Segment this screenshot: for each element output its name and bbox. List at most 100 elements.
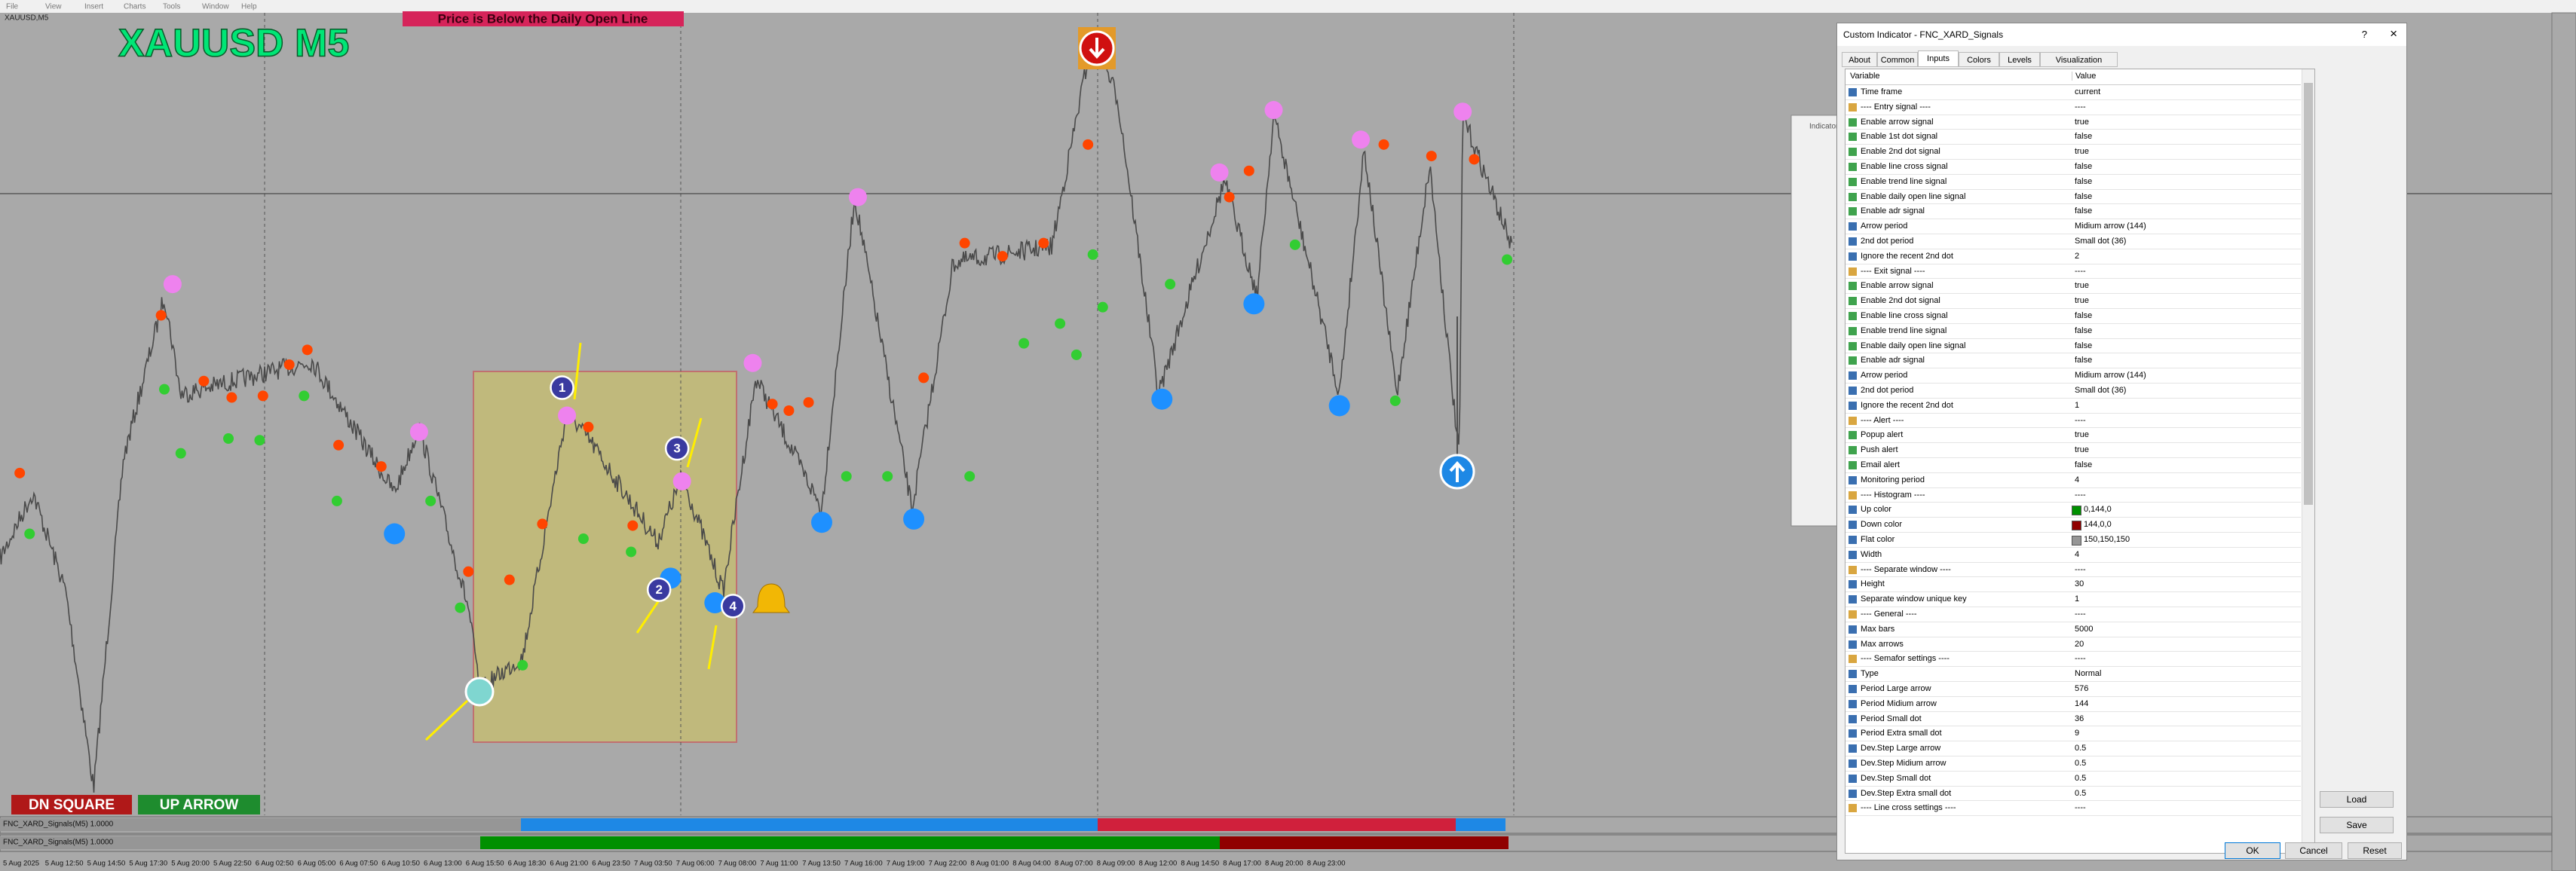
table-row[interactable]: Enable trend line signal false bbox=[1845, 175, 2301, 190]
menu-item[interactable]: Help bbox=[241, 3, 257, 11]
tab[interactable]: Visualization bbox=[2040, 52, 2118, 67]
variable-name: Separate window unique key bbox=[1861, 594, 1967, 604]
table-row[interactable]: ---- Semafor settings ---- ---- bbox=[1845, 652, 2301, 668]
signal-dot bbox=[257, 390, 268, 402]
ok-button[interactable]: OK bbox=[2225, 842, 2280, 859]
signal-dot bbox=[504, 574, 515, 585]
table-row[interactable]: Push alert true bbox=[1845, 443, 2301, 458]
variable-name: Max arrows bbox=[1861, 639, 1904, 649]
table-row[interactable]: Enable adr signal false bbox=[1845, 204, 2301, 220]
table-row[interactable]: Up color 0,144,0 bbox=[1845, 503, 2301, 518]
table-row[interactable]: Period Extra small dot 9 bbox=[1845, 726, 2301, 742]
table-row[interactable]: Max bars 5000 bbox=[1845, 622, 2301, 637]
time-label: 7 Aug 22:00 bbox=[929, 860, 967, 868]
signal-dot bbox=[803, 397, 814, 408]
table-row[interactable]: Time frame current bbox=[1845, 85, 2301, 100]
table-row[interactable]: Enable arrow signal true bbox=[1845, 115, 2301, 130]
time-label: 7 Aug 19:00 bbox=[887, 860, 925, 868]
tab[interactable]: About bbox=[1842, 52, 1877, 67]
table-row[interactable]: Dev.Step Midium arrow 0.5 bbox=[1845, 756, 2301, 772]
signal-dot bbox=[24, 528, 35, 539]
table-row[interactable]: Enable line cross signal false bbox=[1845, 309, 2301, 324]
tab[interactable]: Colors bbox=[1959, 52, 1999, 67]
menu-item[interactable]: File bbox=[6, 3, 19, 11]
save-button[interactable]: Save bbox=[2320, 817, 2394, 833]
table-row[interactable]: ---- Entry signal ---- ---- bbox=[1845, 100, 2301, 115]
time-label: 7 Aug 11:00 bbox=[760, 860, 798, 868]
menu-item[interactable]: Window bbox=[202, 3, 229, 11]
variable-value: 144 bbox=[2075, 698, 2089, 708]
variable-value: false bbox=[2075, 191, 2093, 201]
menu-item[interactable]: View bbox=[45, 3, 62, 11]
variable-value: ---- bbox=[2075, 654, 2086, 664]
close-button[interactable]: × bbox=[2390, 26, 2397, 41]
table-row[interactable]: Enable adr signal false bbox=[1845, 353, 2301, 369]
row-icon bbox=[1849, 102, 1857, 112]
variable-value: current bbox=[2075, 87, 2101, 96]
signal-dot bbox=[1243, 293, 1265, 315]
help-button[interactable]: ? bbox=[2361, 29, 2367, 40]
table-row[interactable]: 2nd dot period Small dot (36) bbox=[1845, 384, 2301, 399]
table-row[interactable]: Ignore the recent 2nd dot 1 bbox=[1845, 399, 2301, 414]
table-row[interactable]: Enable arrow signal true bbox=[1845, 279, 2301, 295]
badge: UP ARROW bbox=[160, 797, 239, 813]
table-row[interactable]: ---- Line cross settings ---- ---- bbox=[1845, 801, 2301, 817]
variable-name: ---- Exit signal ---- bbox=[1861, 266, 1925, 276]
table-row[interactable]: Period Small dot 36 bbox=[1845, 712, 2301, 727]
table-row[interactable]: Popup alert true bbox=[1845, 428, 2301, 444]
table-row[interactable]: Period Midium arrow 144 bbox=[1845, 697, 2301, 712]
table-row[interactable]: Flat color 150,150,150 bbox=[1845, 533, 2301, 548]
table-row[interactable]: Dev.Step Extra small dot 0.5 bbox=[1845, 787, 2301, 802]
reset-button[interactable]: Reset bbox=[2348, 842, 2402, 859]
table-row[interactable]: Ignore the recent 2nd dot 2 bbox=[1845, 249, 2301, 264]
table-row[interactable]: Down color 144,0,0 bbox=[1845, 518, 2301, 533]
variable-name: Enable daily open line signal bbox=[1861, 191, 1966, 201]
row-icon bbox=[1849, 192, 1857, 201]
menu-item[interactable]: Charts bbox=[124, 3, 145, 11]
menu-item[interactable]: Insert bbox=[84, 3, 103, 11]
table-row[interactable]: Enable 1st dot signal false bbox=[1845, 130, 2301, 145]
signal-dot bbox=[1426, 151, 1437, 162]
table-row[interactable]: Enable 2nd dot signal true bbox=[1845, 294, 2301, 309]
row-icon bbox=[1849, 237, 1857, 246]
tab[interactable]: Levels bbox=[1999, 52, 2040, 67]
table-row[interactable]: Enable trend line signal false bbox=[1845, 324, 2301, 339]
table-row[interactable]: Type Normal bbox=[1845, 667, 2301, 682]
menu-item[interactable]: Tools bbox=[163, 3, 180, 11]
table-row[interactable]: Arrow period Midium arrow (144) bbox=[1845, 368, 2301, 384]
scrollbar[interactable] bbox=[2302, 69, 2314, 853]
table-row[interactable]: Monitoring period 4 bbox=[1845, 473, 2301, 488]
table-row[interactable]: Dev.Step Small dot 0.5 bbox=[1845, 772, 2301, 787]
table-row[interactable]: Height 30 bbox=[1845, 577, 2301, 593]
load-button[interactable]: Load bbox=[2320, 791, 2394, 808]
table-row[interactable]: Max arrows 20 bbox=[1845, 637, 2301, 652]
cancel-button[interactable]: Cancel bbox=[2285, 842, 2342, 859]
table-row[interactable]: Enable daily open line signal false bbox=[1845, 339, 2301, 354]
table-row[interactable]: 2nd dot period Small dot (36) bbox=[1845, 234, 2301, 249]
variable-value: Midium arrow (144) bbox=[2075, 222, 2146, 231]
variable-name: Max bars bbox=[1861, 624, 1895, 634]
table-row[interactable]: Enable line cross signal false bbox=[1845, 160, 2301, 175]
table-row[interactable]: Dev.Step Large arrow 0.5 bbox=[1845, 741, 2301, 756]
table-row[interactable]: ---- Alert ---- ---- bbox=[1845, 414, 2301, 429]
time-label: 6 Aug 07:50 bbox=[339, 860, 378, 868]
table-row[interactable]: Arrow period Midium arrow (144) bbox=[1845, 219, 2301, 234]
variable-name: 2nd dot period bbox=[1861, 386, 1914, 395]
table-row[interactable]: ---- Exit signal ---- ---- bbox=[1845, 264, 2301, 280]
table-row[interactable]: ---- General ---- ---- bbox=[1845, 607, 2301, 622]
variable-name: Type bbox=[1861, 669, 1879, 679]
signal-dot bbox=[1289, 239, 1300, 250]
table-row[interactable]: ---- Histogram ---- ---- bbox=[1845, 488, 2301, 503]
variable-name: Ignore the recent 2nd dot bbox=[1861, 251, 1953, 261]
row-icon bbox=[1849, 282, 1857, 291]
tab[interactable]: Common bbox=[1877, 52, 1918, 67]
table-row[interactable]: Enable 2nd dot signal true bbox=[1845, 145, 2301, 160]
tab[interactable]: Inputs bbox=[1918, 50, 1959, 67]
table-row[interactable]: Enable daily open line signal false bbox=[1845, 190, 2301, 205]
table-row[interactable]: Separate window unique key 1 bbox=[1845, 592, 2301, 607]
table-row[interactable]: Email alert false bbox=[1845, 458, 2301, 473]
variable-name: Enable 2nd dot signal bbox=[1861, 147, 1940, 157]
table-row[interactable]: ---- Separate window ---- ---- bbox=[1845, 563, 2301, 578]
table-row[interactable]: Width 4 bbox=[1845, 548, 2301, 563]
table-row[interactable]: Period Large arrow 576 bbox=[1845, 682, 2301, 697]
